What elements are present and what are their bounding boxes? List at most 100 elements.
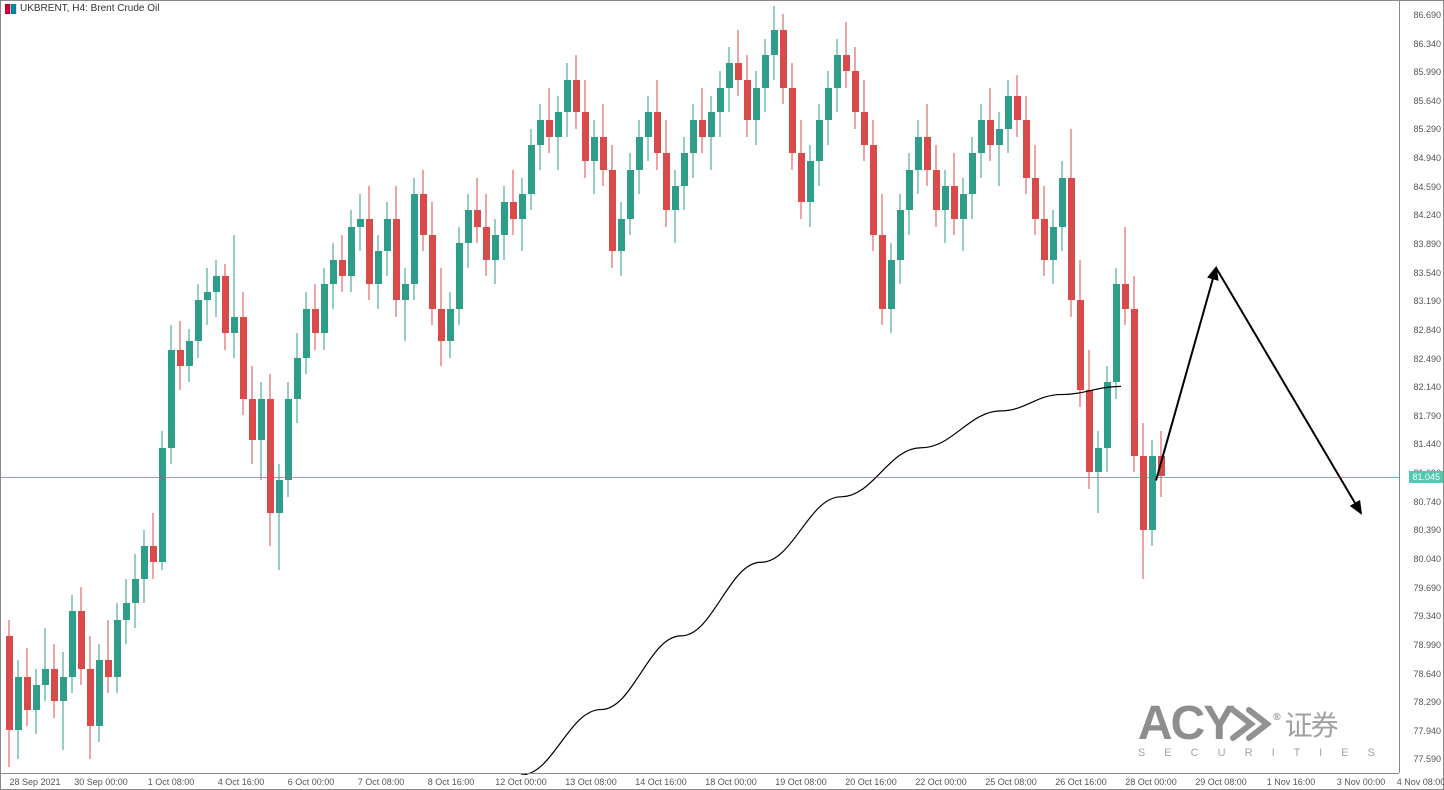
candle: [294, 333, 301, 423]
candle: [357, 194, 364, 251]
candle: [960, 178, 967, 252]
candle: [141, 530, 148, 604]
y-tick-label: 80.390: [1413, 525, 1441, 535]
y-tick-label: 83.190: [1413, 296, 1441, 306]
candle: [249, 366, 256, 464]
candle: [609, 145, 616, 268]
candle: [1095, 431, 1102, 513]
candle: [6, 620, 13, 767]
candle: [852, 47, 859, 129]
candle: [771, 6, 778, 80]
x-tick-label: 1 Oct 08:00: [148, 777, 195, 787]
logo-cn: 证券: [1285, 704, 1337, 744]
candle: [897, 194, 904, 284]
candle: [159, 431, 166, 570]
candle: [474, 178, 481, 243]
instrument-icon: [5, 4, 17, 14]
candle: [708, 96, 715, 170]
candle: [591, 120, 598, 194]
candle: [501, 186, 508, 260]
x-axis: 28 Sep 202130 Sep 00:001 Oct 08:004 Oct …: [1, 773, 1399, 789]
x-tick-label: 26 Oct 16:00: [1055, 777, 1107, 787]
y-tick-label: 85.290: [1413, 124, 1441, 134]
y-tick-label: 78.640: [1413, 669, 1441, 679]
y-tick-label: 81.440: [1413, 439, 1441, 449]
candle: [87, 636, 94, 759]
candle: [798, 120, 805, 218]
candle: [231, 235, 238, 358]
x-tick-label: 25 Oct 08:00: [985, 777, 1037, 787]
candle: [726, 47, 733, 112]
y-tick-label: 86.690: [1413, 10, 1441, 20]
candle: [1005, 80, 1012, 154]
candle: [933, 145, 940, 227]
candle: [510, 170, 517, 235]
candle: [1113, 268, 1120, 399]
candle: [654, 80, 661, 170]
x-tick-label: 29 Oct 08:00: [1195, 777, 1247, 787]
candle: [15, 660, 22, 758]
candle: [1122, 227, 1129, 325]
x-tick-label: 12 Oct 00:00: [495, 777, 547, 787]
x-tick-label: 18 Oct 00:00: [705, 777, 757, 787]
candle: [528, 129, 535, 211]
y-tick-label: 84.590: [1413, 182, 1441, 192]
x-tick-label: 7 Oct 08:00: [358, 777, 405, 787]
candle: [924, 104, 931, 186]
y-tick-label: 79.340: [1413, 611, 1441, 621]
y-tick-label: 77.940: [1413, 726, 1441, 736]
candle: [780, 14, 787, 104]
candle: [339, 235, 346, 292]
x-tick-label: 3 Nov 00:00: [1337, 777, 1386, 787]
x-tick-label: 4 Oct 16:00: [218, 777, 265, 787]
candle: [384, 202, 391, 276]
logo-subtitle: S E C U R I T I E S: [1138, 747, 1383, 759]
x-tick-label: 28 Sep 2021: [9, 777, 60, 787]
candle: [105, 620, 112, 694]
candle: [663, 120, 670, 226]
chart-plot-area[interactable]: [1, 1, 1399, 773]
candle: [951, 153, 958, 235]
y-tick-label: 80.040: [1413, 554, 1441, 564]
brand-logo: ACY ® 证券 S E C U R I T I E S: [1138, 696, 1383, 759]
candle: [51, 644, 58, 718]
candle: [132, 554, 139, 628]
current-price-marker: 81.045: [1409, 471, 1443, 483]
candle: [483, 194, 490, 276]
candle: [1086, 350, 1093, 489]
candle: [987, 88, 994, 162]
candle: [465, 194, 472, 268]
candle: [807, 145, 814, 227]
candle: [186, 329, 193, 382]
candle: [546, 88, 553, 153]
current-price-line: [1, 477, 1399, 478]
y-tick-label: 84.940: [1413, 153, 1441, 163]
candle: [699, 88, 706, 153]
x-tick-label: 8 Oct 16:00: [428, 777, 475, 787]
candle: [618, 202, 625, 276]
candle: [636, 120, 643, 194]
candle: [42, 628, 49, 702]
candle: [348, 210, 355, 292]
candle: [744, 55, 751, 137]
x-tick-label: 13 Oct 08:00: [565, 777, 617, 787]
y-tick-label: 85.640: [1413, 96, 1441, 106]
candle: [825, 71, 832, 145]
candle: [519, 178, 526, 252]
candle: [195, 284, 202, 358]
candle: [150, 513, 157, 578]
candle: [69, 595, 76, 693]
candle: [393, 186, 400, 317]
candle: [762, 39, 769, 113]
candle: [582, 80, 589, 178]
candle: [600, 104, 607, 186]
candle: [672, 170, 679, 244]
x-tick-label: 22 Oct 00:00: [915, 777, 967, 787]
x-tick-label: 1 Nov 16:00: [1267, 777, 1316, 787]
candle: [564, 63, 571, 137]
candle: [321, 268, 328, 350]
logo-text: ACY: [1138, 696, 1233, 751]
chart-title: UKBRENT, H4: Brent Crude Oil: [20, 3, 160, 14]
y-tick-label: 77.590: [1413, 754, 1441, 764]
candle: [258, 382, 265, 480]
